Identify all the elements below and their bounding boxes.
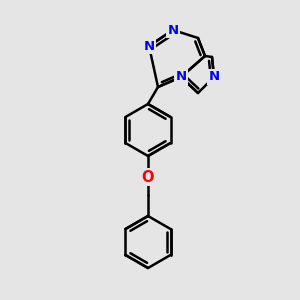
Text: O: O [142,169,154,184]
Text: N: N [176,70,187,83]
Text: N: N [143,40,155,52]
Text: N: N [208,70,220,83]
Text: N: N [167,23,178,37]
